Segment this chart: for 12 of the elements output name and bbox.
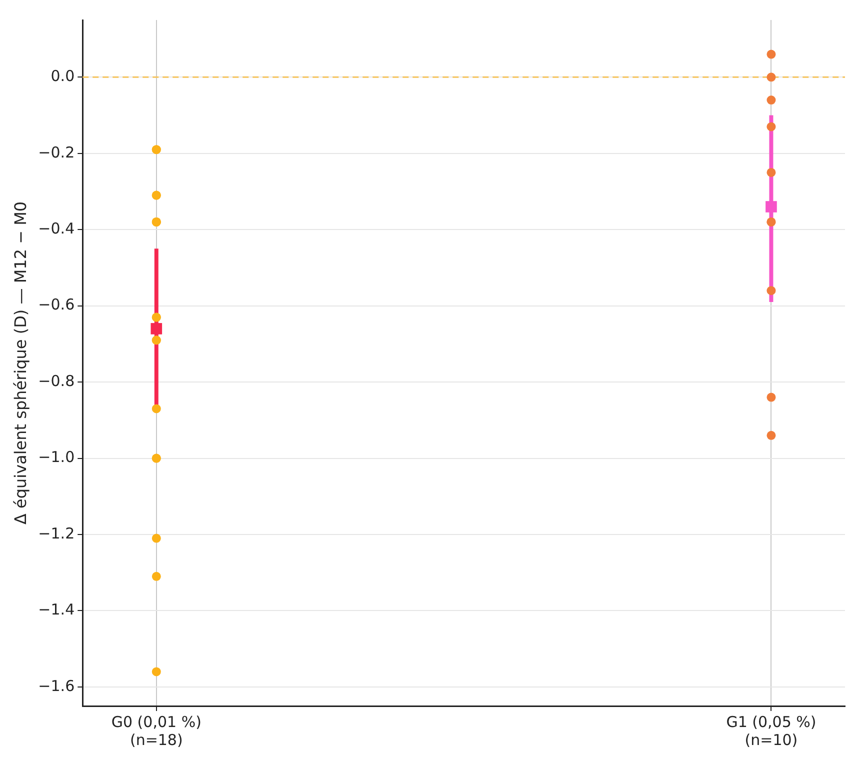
y-tick-label: −1.4 [38, 600, 75, 619]
x-tick-label: G0 (0,01 %) (n=18) [111, 712, 202, 749]
y-tick-label: −0.2 [38, 143, 75, 162]
y-tick-label: 0.0 [50, 67, 75, 86]
y-tick-label: −0.4 [38, 220, 75, 238]
x-tick-label: G1 (0,05 %) (n=10) [726, 712, 816, 749]
y-tick-label: −0.6 [38, 296, 75, 314]
y-axis-title: Δ équivalent sphérique (D) — M12 − M0 [10, 201, 30, 525]
y-tick-label: −1.0 [38, 448, 75, 466]
y-tick-label: −1.2 [38, 524, 75, 542]
y-tick-label: −0.8 [38, 372, 75, 390]
y-tick-label: −1.6 [38, 676, 75, 695]
